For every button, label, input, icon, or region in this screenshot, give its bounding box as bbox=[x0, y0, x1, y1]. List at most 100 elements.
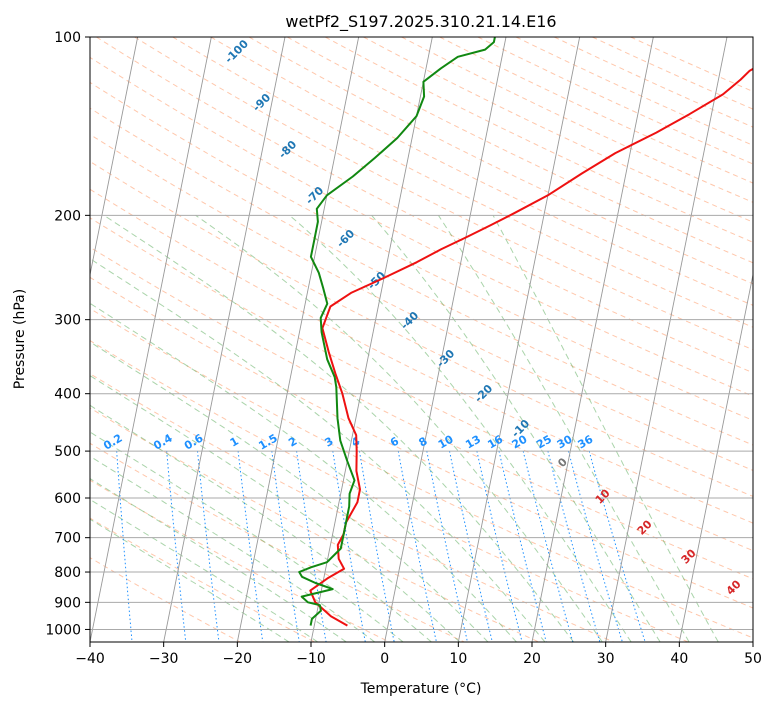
dry-adiabats bbox=[90, 37, 753, 642]
skewed-isotherm bbox=[236, 37, 360, 642]
plot-area: -100-90-80-70-60-50-40-30-20-10010203040… bbox=[0, 37, 753, 642]
mixing-ratio-line bbox=[237, 451, 264, 642]
mixing-ratio-line bbox=[449, 450, 493, 642]
dry-adiabat bbox=[90, 442, 465, 642]
y-axis-title: Pressure (hPa) bbox=[12, 289, 28, 389]
y-tick-label: 200 bbox=[54, 208, 81, 224]
moist-adiabat bbox=[90, 341, 489, 642]
y-tick-label: 800 bbox=[54, 565, 81, 581]
dry-adiabat bbox=[248, 37, 753, 285]
mixing-ratio-line bbox=[116, 451, 133, 642]
mixing-ratio-label: 2 bbox=[286, 435, 299, 450]
skewed-isotherm bbox=[90, 37, 139, 277]
isotherm-label: 20 bbox=[635, 517, 655, 537]
skewed-isotherm bbox=[457, 37, 581, 642]
moist-adiabats bbox=[90, 214, 719, 642]
isotherm-label: -100 bbox=[222, 37, 251, 66]
x-tick-label: 20 bbox=[523, 651, 541, 667]
dry-adiabat bbox=[90, 160, 753, 497]
moist-adiabat bbox=[90, 431, 404, 642]
x-tick-label: 30 bbox=[597, 651, 615, 667]
dry-adiabat bbox=[90, 188, 753, 524]
x-tick-label: 40 bbox=[670, 651, 688, 667]
mixing-ratio-line bbox=[397, 451, 437, 642]
mixing-ratio-label: 0.4 bbox=[151, 431, 175, 452]
mixing-ratio-line bbox=[166, 451, 187, 642]
skewed-isotherm bbox=[90, 37, 212, 642]
dry-adiabat bbox=[210, 37, 753, 306]
dry-adiabat bbox=[90, 107, 753, 446]
x-tick-label: 50 bbox=[744, 651, 762, 667]
isotherm-label: -20 bbox=[472, 382, 495, 405]
y-tick-label: 700 bbox=[54, 531, 81, 547]
skewed-isotherm bbox=[310, 37, 433, 642]
skewed-isotherm bbox=[678, 272, 753, 642]
dry-adiabat bbox=[90, 217, 753, 552]
dry-adiabat bbox=[515, 37, 753, 146]
skewed-isotherm bbox=[384, 37, 507, 642]
mixing-ratio-lines bbox=[116, 450, 646, 642]
skewed-isotherm bbox=[163, 37, 286, 642]
skewed-isotherm bbox=[605, 37, 728, 642]
mixing-ratio-line bbox=[588, 450, 646, 642]
y-tick-label: 500 bbox=[54, 444, 81, 460]
moist-adiabat bbox=[492, 215, 719, 642]
dry-adiabat bbox=[90, 557, 241, 642]
x-tick-label: 10 bbox=[449, 651, 467, 667]
moist-adiabat bbox=[103, 214, 574, 642]
mixing-ratio-line bbox=[271, 451, 300, 642]
x-axis-title: Temperature (°C) bbox=[360, 681, 482, 697]
dry-adiabat bbox=[96, 37, 753, 374]
y-tick-label: 100 bbox=[54, 30, 81, 46]
skewed-isotherm bbox=[752, 639, 753, 642]
chart-title: wetPf2_S197.2025.310.21.14.E16 bbox=[285, 12, 556, 32]
isotherm-label: -40 bbox=[398, 309, 421, 332]
mixing-ratio-line bbox=[197, 451, 220, 642]
x-tick-label: −40 bbox=[75, 651, 105, 667]
isotherm-label: -30 bbox=[434, 347, 457, 370]
mixing-ratio-label: 0.2 bbox=[101, 432, 124, 453]
moist-adiabat bbox=[90, 257, 546, 642]
dry-adiabat bbox=[90, 56, 753, 397]
mixing-ratio-line bbox=[547, 450, 601, 642]
skewed-isotherm bbox=[0, 37, 64, 642]
y-axis-ticks: 100 200 300 400 500 600 700 800 900 1000 bbox=[45, 30, 90, 638]
mixing-ratio-line bbox=[476, 450, 523, 642]
x-tick-label: 0 bbox=[380, 651, 389, 667]
line-labels: -100-90-80-70-60-50-40-30-20-10010203040… bbox=[101, 37, 744, 598]
mixing-ratio-line bbox=[426, 451, 468, 642]
dry-adiabat bbox=[363, 37, 753, 223]
x-axis-ticks: −40 −30 −20 −10 0 10 20 30 40 50 bbox=[75, 642, 762, 667]
dry-adiabat bbox=[90, 133, 753, 471]
dry-adiabat bbox=[477, 37, 753, 165]
mixing-ratio-label: 13 bbox=[463, 433, 483, 452]
skewed-isotherms bbox=[0, 37, 753, 642]
mixing-ratio-line bbox=[522, 450, 574, 642]
skewed-isotherm bbox=[531, 37, 654, 642]
dry-adiabat bbox=[90, 276, 753, 609]
sounding-series bbox=[298, 37, 753, 627]
moist-adiabat bbox=[289, 214, 632, 642]
moist-adiabat bbox=[90, 375, 461, 642]
dry-adiabat bbox=[134, 37, 753, 351]
dry-adiabat bbox=[90, 340, 689, 642]
mixing-ratio-label: 3 bbox=[323, 435, 336, 450]
mixing-ratio-label: 6 bbox=[388, 434, 401, 449]
moist-adiabat bbox=[371, 214, 661, 642]
x-tick-label: −20 bbox=[223, 651, 253, 667]
isotherm-label: -70 bbox=[303, 184, 326, 207]
mixing-ratio-line bbox=[296, 451, 327, 642]
dry-adiabat bbox=[401, 37, 753, 203]
dry-adiabat bbox=[439, 37, 753, 184]
isotherm-label: 40 bbox=[724, 577, 744, 597]
moist-adiabat bbox=[90, 302, 517, 642]
mixing-ratio-line bbox=[498, 450, 547, 642]
x-tick-label: −10 bbox=[296, 651, 326, 667]
y-tick-label: 600 bbox=[54, 491, 81, 507]
moist-adiabat bbox=[90, 455, 376, 642]
dry-adiabat bbox=[90, 307, 753, 639]
dry-adiabat bbox=[90, 81, 753, 421]
dry-adiabat bbox=[90, 246, 753, 580]
mixing-ratio-label: 8 bbox=[417, 435, 430, 450]
